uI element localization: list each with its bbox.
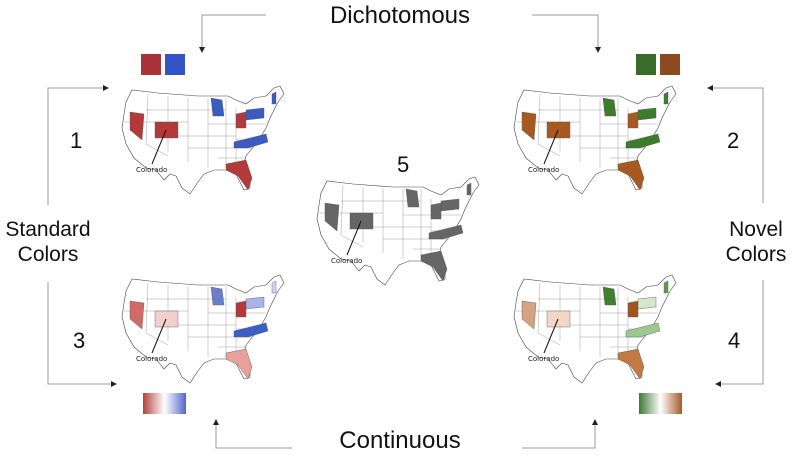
state-wi xyxy=(210,286,225,306)
state-wi xyxy=(210,97,225,117)
state-nh xyxy=(663,91,669,105)
us-map-panel-4: Colorado xyxy=(510,273,685,388)
us-map-svg: Colorado xyxy=(316,176,480,286)
state-wi xyxy=(602,97,617,117)
state-nv xyxy=(521,111,537,141)
legend-swatch-brown xyxy=(660,54,680,75)
state-oh xyxy=(430,202,442,220)
colorado-pointer xyxy=(543,129,559,165)
state-nh xyxy=(466,182,472,196)
continuous-label: Continuous xyxy=(339,427,461,454)
dichotomous-label: Dichotomous xyxy=(329,2,471,29)
us-map-panel-2: Colorado xyxy=(510,84,685,199)
us-map-panel-5: Colorado xyxy=(313,175,488,290)
legend-swatch-green xyxy=(636,54,656,75)
state-oh xyxy=(235,111,247,129)
us-map-svg: Colorado xyxy=(513,274,677,384)
panel-number-4: 4 xyxy=(728,328,741,353)
colorado-annotation: Colorado xyxy=(136,166,167,174)
state-fl xyxy=(225,159,253,191)
state-nc xyxy=(625,133,661,149)
state-oh xyxy=(235,300,247,318)
novel-colors-label: Novel Colors xyxy=(712,217,800,267)
state-nv xyxy=(521,300,537,330)
state-fl xyxy=(617,348,645,380)
colorado-annotation: Colorado xyxy=(136,355,167,363)
colorado-pointer xyxy=(151,318,167,354)
state-co xyxy=(546,121,571,139)
state-nv xyxy=(129,111,145,141)
state-nv xyxy=(324,202,340,232)
state-co xyxy=(546,310,571,328)
colorado-annotation: Colorado xyxy=(528,166,559,174)
state-co xyxy=(154,310,179,328)
standard-colors-label: Standard Colors xyxy=(0,217,96,267)
state-nc xyxy=(428,224,464,240)
state-co xyxy=(154,121,179,139)
us-map-svg: Colorado xyxy=(513,85,677,195)
panel-number-1: 1 xyxy=(70,128,83,153)
state-nc xyxy=(233,133,269,149)
standard-colors-line2: Colors xyxy=(17,243,79,266)
state-pa xyxy=(245,107,265,121)
state-pa xyxy=(440,198,460,212)
state-wi xyxy=(405,188,420,208)
state-fl xyxy=(617,159,645,191)
state-pa xyxy=(245,296,265,310)
state-nh xyxy=(663,280,669,294)
legend-swatch-blue xyxy=(165,54,185,75)
state-pa xyxy=(637,107,657,121)
novel-colors-line2: Colors xyxy=(725,243,787,266)
state-wi xyxy=(602,286,617,306)
state-oh xyxy=(627,111,639,129)
state-pa xyxy=(637,296,657,310)
us-map-svg: Colorado xyxy=(121,274,285,384)
standard-colors-line1: Standard xyxy=(5,218,91,241)
legend-swatch-red xyxy=(141,54,161,75)
colorado-pointer xyxy=(543,318,559,354)
state-nc xyxy=(233,322,269,338)
state-nc xyxy=(625,322,661,338)
legend-gradient-red-blue xyxy=(143,393,186,414)
state-nh xyxy=(271,91,277,105)
colorado-annotation: Colorado xyxy=(331,257,362,265)
colorado-pointer xyxy=(346,220,362,256)
novel-colors-line1: Novel xyxy=(729,218,783,241)
colorado-pointer xyxy=(151,129,167,165)
us-map-panel-1: Colorado xyxy=(118,84,293,199)
state-fl xyxy=(225,348,253,380)
us-map-svg: Colorado xyxy=(121,85,285,195)
legend-gradient-green-brown xyxy=(639,393,682,414)
us-map-panel-3: Colorado xyxy=(118,273,293,388)
state-oh xyxy=(627,300,639,318)
state-nh xyxy=(271,280,277,294)
panel-number-3: 3 xyxy=(73,328,86,353)
panel-number-2: 2 xyxy=(727,128,740,153)
state-co xyxy=(349,212,374,230)
state-nv xyxy=(129,300,145,330)
colorado-annotation: Colorado xyxy=(528,355,559,363)
panel-number-5: 5 xyxy=(397,152,410,177)
state-fl xyxy=(420,250,448,282)
